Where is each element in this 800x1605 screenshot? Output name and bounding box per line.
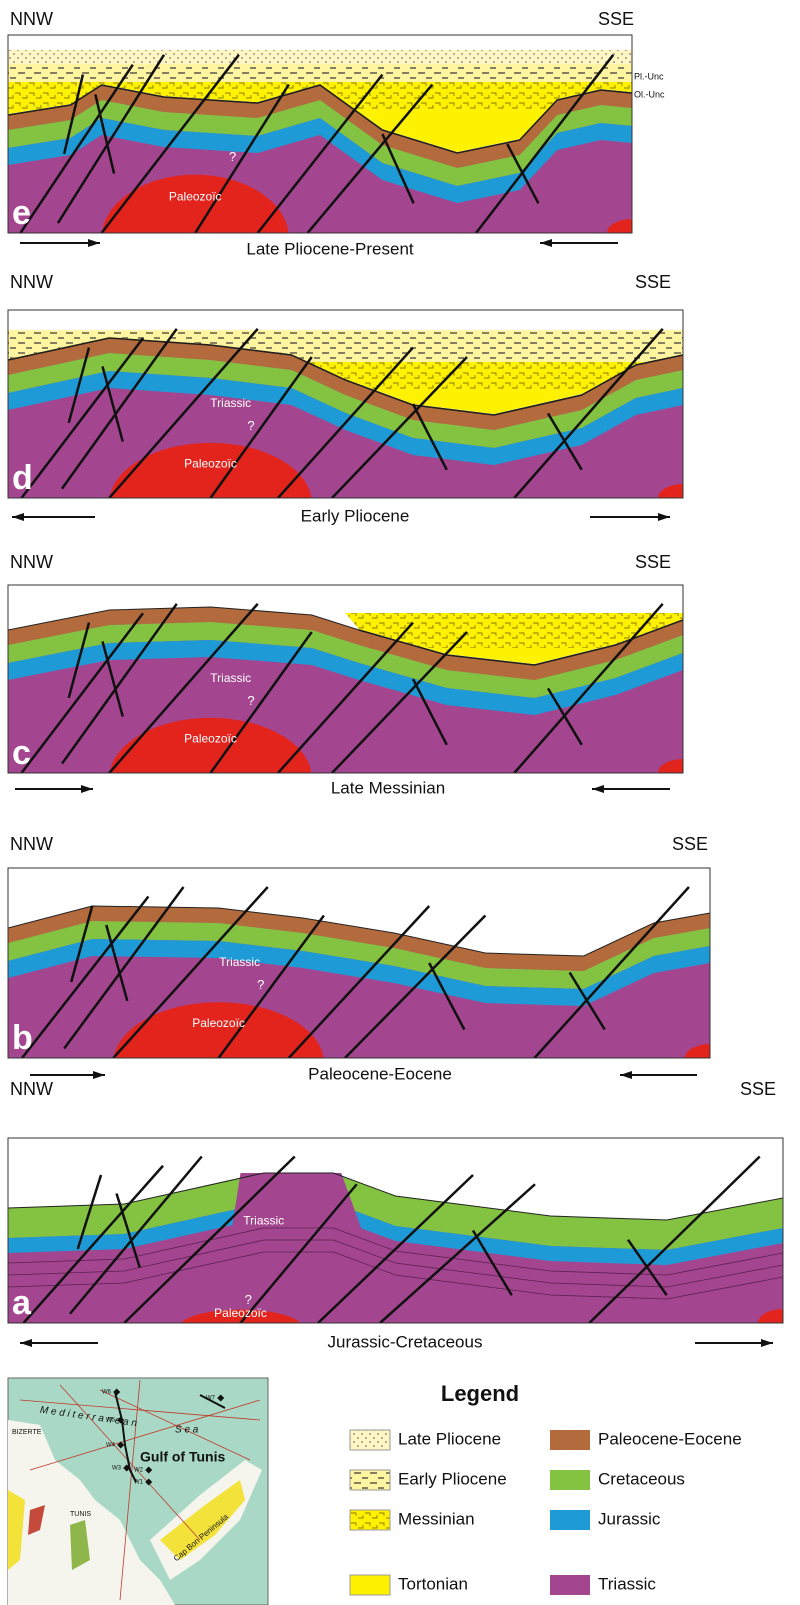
arrow-head bbox=[81, 785, 93, 793]
arrow-head bbox=[658, 513, 670, 521]
question-label: ? bbox=[229, 149, 236, 164]
triassic-label: Triassic bbox=[219, 955, 260, 969]
arrow-head bbox=[540, 239, 552, 247]
panel-letter: c bbox=[12, 734, 31, 772]
stage-label: Jurassic-Cretaceous bbox=[328, 1332, 483, 1351]
question-label: ? bbox=[257, 977, 264, 992]
question-label: ? bbox=[247, 693, 254, 708]
stage-label: Early Pliocene bbox=[301, 506, 410, 525]
arrow-head bbox=[88, 239, 100, 247]
legend: Legend Late Pliocene Early Pliocene Messini… bbox=[350, 1381, 742, 1595]
map-label: Gulf of Tunis bbox=[140, 1449, 225, 1465]
stage-label: Late Messinian bbox=[331, 778, 445, 797]
arrow-head bbox=[20, 1339, 32, 1347]
panel-letter: e bbox=[12, 194, 31, 232]
right-direction: SSE bbox=[672, 834, 708, 854]
legend-label: Jurassic bbox=[598, 1509, 661, 1528]
map-label: S e a bbox=[175, 1425, 199, 1436]
left-direction: NNW bbox=[10, 272, 53, 292]
left-direction: NNW bbox=[10, 834, 53, 854]
arrow-head bbox=[620, 1071, 632, 1079]
left-direction: NNW bbox=[10, 1079, 53, 1099]
paleozoic-label: Paleozoïc bbox=[184, 456, 237, 470]
triassic-label: Triassic bbox=[210, 396, 251, 410]
legend-label: Cretaceous bbox=[598, 1469, 685, 1488]
legend-swatch bbox=[550, 1470, 590, 1490]
legend-swatch bbox=[350, 1575, 390, 1595]
legend-label: Late Pliocene bbox=[398, 1429, 501, 1448]
legend-label: Triassic bbox=[598, 1574, 656, 1593]
panel-letter: d bbox=[12, 459, 33, 497]
page: e NNW SSE Late Pliocene-Present? Paleozoïc Pl… bbox=[0, 0, 800, 1605]
map-label: BIZERTE bbox=[12, 1429, 42, 1436]
well-label: W6 bbox=[102, 1390, 112, 1396]
legend-swatch bbox=[550, 1575, 590, 1595]
late-pliocene-unit bbox=[8, 50, 632, 64]
question-label: ? bbox=[247, 418, 254, 433]
legend-label: Messinian bbox=[398, 1509, 475, 1528]
well-label: W1 bbox=[134, 1480, 144, 1486]
right-direction: SSE bbox=[740, 1079, 776, 1099]
map-label: TUNIS bbox=[70, 1511, 91, 1518]
stage-label: Paleocene-Eocene bbox=[308, 1064, 452, 1083]
legend-swatch bbox=[550, 1510, 590, 1530]
section-panel: e NNW SSE Late Pliocene-Present? Paleozoïc Pl… bbox=[8, 0, 665, 301]
legend-swatch bbox=[350, 1430, 390, 1450]
location-map: M e d i t e r r a n e a nS e aGulf of Tu… bbox=[8, 1378, 268, 1605]
arrow-head bbox=[592, 785, 604, 793]
left-direction: NNW bbox=[10, 9, 53, 29]
unconformity-label: Ol.-Unc bbox=[634, 89, 665, 99]
cross-sections: e NNW SSE Late Pliocene-Present? Paleozoïc Pl… bbox=[8, 0, 800, 1351]
legend-swatch bbox=[350, 1470, 390, 1490]
well-label: W3 bbox=[112, 1466, 122, 1472]
right-direction: SSE bbox=[635, 272, 671, 292]
arrow-head bbox=[12, 513, 24, 521]
unconformity-label: Pl.-Unc bbox=[634, 71, 664, 81]
paleozoic-label: Paleozoïc bbox=[184, 731, 237, 745]
panel-letter: a bbox=[12, 1284, 32, 1322]
paleozoic-label: Paleozoïc bbox=[169, 190, 222, 204]
paleozoic-label: Paleozoïc bbox=[192, 1016, 245, 1030]
legend-swatch bbox=[550, 1430, 590, 1450]
well-label: W7 bbox=[206, 1396, 216, 1402]
right-direction: SSE bbox=[598, 9, 634, 29]
legend-title: Legend bbox=[441, 1381, 519, 1406]
legend-label: Tortonian bbox=[398, 1574, 468, 1593]
triassic-label: Triassic bbox=[210, 671, 251, 685]
well-label: W2 bbox=[134, 1468, 144, 1474]
stage-label: Late Pliocene-Present bbox=[246, 239, 414, 258]
right-direction: SSE bbox=[635, 552, 671, 572]
legend-swatch bbox=[350, 1510, 390, 1530]
legend-label: Paleocene-Eocene bbox=[598, 1429, 742, 1448]
legend-label: Early Pliocene bbox=[398, 1469, 507, 1488]
panel-letter: b bbox=[12, 1019, 33, 1057]
well-label: W4 bbox=[106, 1443, 116, 1449]
left-direction: NNW bbox=[10, 552, 53, 572]
arrow-head bbox=[761, 1339, 773, 1347]
triassic-label: Triassic bbox=[243, 1213, 284, 1227]
well-label: W5 bbox=[106, 1418, 116, 1424]
paleozoic-label: Paleozoïc bbox=[214, 1306, 267, 1320]
arrow-head bbox=[93, 1071, 105, 1079]
